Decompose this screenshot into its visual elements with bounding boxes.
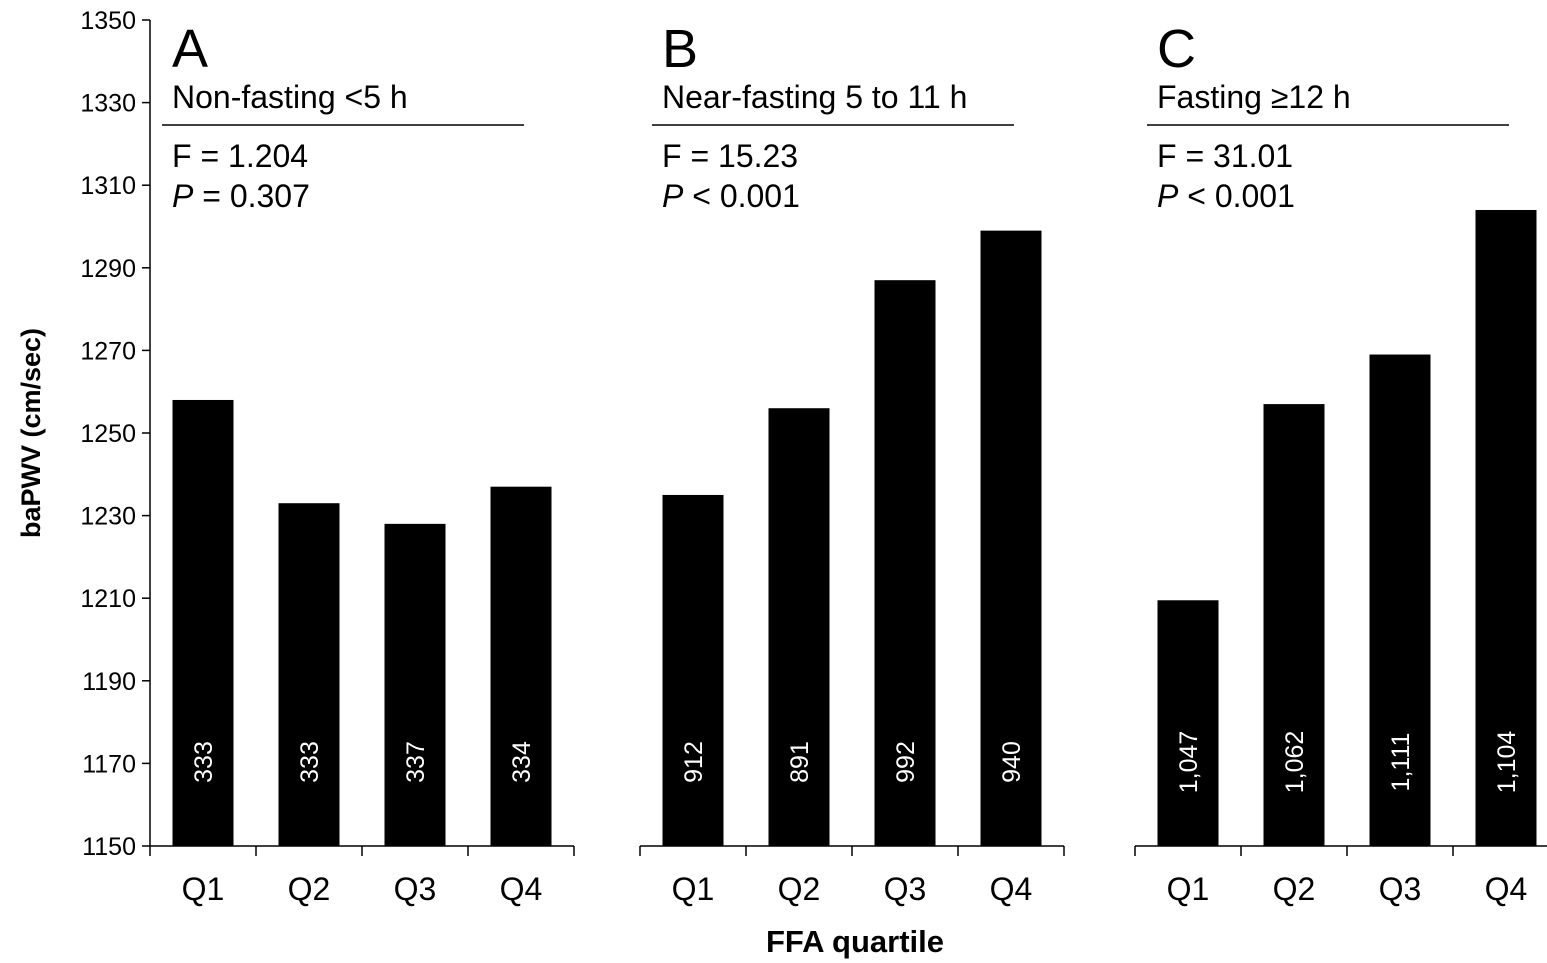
bar-n-label: 891	[786, 741, 814, 783]
bar-n-label: 337	[402, 741, 430, 783]
bar-n-label: 1,062	[1281, 731, 1309, 794]
bar-n-label: 334	[508, 741, 536, 783]
category-label: Q4	[1485, 871, 1528, 907]
y-tick-label: 1150	[82, 833, 136, 861]
p-value: P = 0.307	[172, 178, 310, 214]
category-label: Q4	[500, 871, 543, 907]
p-symbol: P	[1157, 178, 1179, 214]
category-label: Q4	[990, 871, 1033, 907]
bar	[384, 523, 446, 846]
bar	[874, 280, 936, 846]
category-label: Q3	[1379, 871, 1422, 907]
y-tick-label: 1250	[80, 420, 136, 448]
bar	[1475, 209, 1537, 847]
category-label: Q1	[182, 871, 225, 907]
y-tick-label: 1190	[82, 668, 136, 696]
panel-subtitle: Fasting ≥12 h	[1157, 79, 1351, 115]
bar-n-label: 1,104	[1493, 731, 1521, 794]
bar	[490, 486, 552, 846]
p-value: P < 0.001	[662, 178, 800, 214]
panel-letter: B	[662, 19, 698, 79]
p-symbol: P	[662, 178, 684, 214]
bar-n-label: 940	[998, 741, 1026, 783]
bar-n-label: 333	[190, 741, 218, 783]
y-axis-label: baPWV (cm/sec)	[16, 328, 46, 538]
bar-n-label: 912	[680, 741, 708, 783]
category-label: Q1	[672, 871, 715, 907]
f-statistic: F = 1.204	[172, 138, 308, 174]
y-axis: 1150 1170 1190 1210 1230 1250 1270 1290 1310 1330…	[80, 7, 151, 861]
category-label: Q3	[394, 871, 437, 907]
bar	[172, 399, 234, 846]
bar	[768, 408, 830, 846]
f-statistic: F = 15.23	[662, 138, 798, 174]
f-statistic: F = 31.01	[1157, 138, 1293, 174]
panel-letter: A	[172, 19, 208, 79]
bar-n-label: 1,111	[1387, 733, 1415, 792]
y-tick-label: 1210	[80, 585, 136, 613]
bar-n-label: 1,047	[1175, 731, 1203, 794]
bar	[980, 230, 1042, 846]
bar	[662, 494, 724, 846]
p-value-text: < 0.001	[1178, 178, 1295, 214]
y-tick-label: 1310	[80, 172, 136, 200]
category-label: Q3	[884, 871, 927, 907]
category-label: Q1	[1167, 871, 1210, 907]
bar	[1369, 354, 1431, 846]
category-label: Q2	[1273, 871, 1316, 907]
y-tick-label: 1170	[82, 750, 136, 778]
panel-letter: C	[1157, 19, 1196, 79]
bar-n-label: 992	[892, 741, 920, 783]
category-label: Q2	[288, 871, 331, 907]
panel-subtitle: Near-fasting 5 to 11 h	[662, 79, 967, 115]
category-label: Q2	[778, 871, 821, 907]
x-axis-label: FFA quartile	[766, 924, 944, 959]
y-tick-label: 1350	[80, 7, 136, 35]
y-tick-label: 1230	[80, 503, 136, 531]
bar-n-label: 333	[296, 741, 324, 783]
p-value: P < 0.001	[1157, 178, 1295, 214]
bar	[278, 503, 340, 846]
y-tick-label: 1290	[80, 255, 136, 283]
y-tick-label: 1330	[80, 90, 136, 118]
bar	[1157, 600, 1219, 846]
p-value-text: < 0.001	[683, 178, 800, 214]
p-symbol: P	[172, 178, 194, 214]
panel-subtitle: Non-fasting <5 h	[172, 79, 408, 115]
y-tick-label: 1270	[80, 337, 136, 365]
bar	[1263, 404, 1325, 846]
p-value-text: = 0.307	[193, 178, 310, 214]
